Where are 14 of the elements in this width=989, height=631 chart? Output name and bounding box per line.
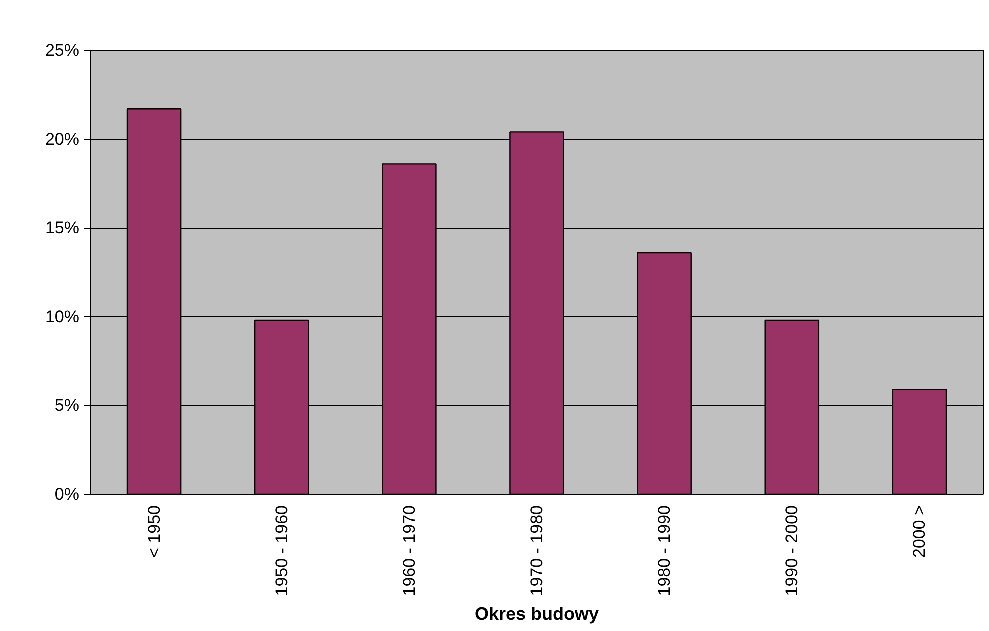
x-axis-title: Okres budowy — [474, 604, 600, 624]
y-tick-label: 10% — [45, 307, 80, 326]
y-tick-label: 0% — [54, 485, 80, 504]
x-tick-label: 1980 - 1990 — [655, 505, 674, 596]
y-tick-label: 5% — [54, 396, 80, 416]
y-tick-label: 20% — [45, 130, 80, 149]
x-tick-label: 1950 - 1960 — [272, 505, 292, 596]
x-tick-label: 1970 - 1980 — [528, 505, 546, 596]
y-tick-label: 25% — [45, 41, 80, 60]
x-tick-label: 1990 - 2000 — [782, 505, 802, 596]
x-tick-label: 1960 - 1970 — [400, 505, 419, 596]
y-tick-label: 15% — [45, 218, 80, 238]
x-tick-label: 2000 > — [910, 505, 930, 558]
x-tick-label: < 1950 — [144, 505, 164, 558]
